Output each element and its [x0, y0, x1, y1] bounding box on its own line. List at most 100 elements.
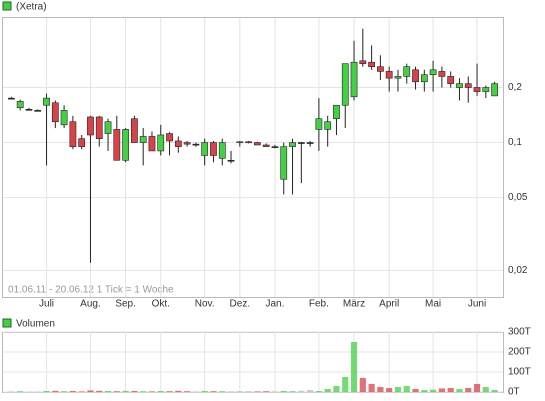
candle-body	[289, 142, 296, 147]
candle-body	[51, 102, 59, 123]
candle-body	[78, 138, 86, 147]
volume-bar	[96, 390, 103, 392]
candle-body	[420, 74, 428, 83]
y-tick-label: 300T	[508, 327, 531, 338]
volume-bar	[254, 391, 261, 392]
x-tick-label: Sep.	[115, 299, 136, 310]
candle-body	[359, 60, 367, 64]
volume-bar	[157, 391, 164, 392]
candle-body	[377, 66, 384, 72]
candle-body	[34, 110, 42, 112]
candle-body	[16, 101, 24, 109]
candle-body	[333, 104, 340, 120]
candle-body	[412, 69, 419, 83]
candle-body	[95, 116, 103, 139]
candle-body	[210, 142, 217, 156]
candle-body	[139, 136, 147, 143]
x-tick-label: Dez.	[230, 299, 251, 310]
candle-body	[306, 142, 314, 144]
volume-bar	[465, 388, 472, 392]
volume-bar	[482, 387, 489, 392]
volume-bar	[175, 390, 182, 392]
volume-bar	[491, 390, 498, 392]
candle-body	[148, 136, 156, 152]
volume-bar	[192, 391, 199, 392]
x-tick-label: Juli	[39, 299, 54, 310]
legend-swatch	[2, 1, 12, 11]
volume-bar	[166, 391, 173, 392]
candle-body	[218, 142, 226, 159]
candle-body	[473, 87, 481, 92]
candle-body	[324, 121, 332, 130]
volume-bar	[377, 387, 384, 392]
candle-body	[341, 63, 349, 106]
volume-bar	[324, 389, 331, 392]
volume-bar	[87, 390, 94, 392]
candle-body	[394, 76, 402, 79]
volume-bar	[104, 391, 112, 392]
candle-body	[438, 71, 446, 77]
y-tick-label: 100T	[508, 367, 531, 378]
volume-title: Volumen	[16, 319, 55, 330]
x-tick-label: Jan.	[266, 299, 285, 310]
candle-body	[25, 109, 33, 111]
volume-bar	[148, 391, 156, 392]
candle-body	[403, 66, 411, 77]
volume-bar	[447, 388, 454, 392]
volume-bar	[430, 389, 437, 392]
candle-body	[183, 142, 191, 145]
y-tick-label: 0,05	[508, 192, 528, 203]
volume-bar	[350, 342, 358, 392]
candle-body	[297, 142, 305, 144]
candle-body	[482, 87, 490, 92]
x-tick-label: Juni	[468, 299, 486, 310]
volume-bar	[473, 384, 481, 392]
candle-body	[60, 110, 68, 126]
period-note: 01.06.11 - 20.06.12 1 Tick = 1 Woche	[8, 285, 174, 296]
candle-body	[236, 141, 244, 144]
volume-bar	[184, 391, 191, 392]
x-tick-label: Okt.	[152, 299, 170, 310]
volume-bar	[43, 391, 50, 392]
volume-bar	[131, 391, 138, 392]
candle-body	[385, 71, 393, 79]
volume-bar	[219, 391, 226, 392]
volume-bar	[368, 384, 375, 392]
candle-body	[174, 140, 182, 147]
volume-bar	[438, 388, 445, 392]
volume-bar	[315, 391, 322, 392]
candle-body	[8, 97, 15, 100]
candle-body	[368, 61, 375, 67]
volume-bar	[280, 391, 287, 392]
volume-bar	[289, 391, 296, 392]
candle-body	[122, 129, 129, 161]
candle-body	[447, 76, 455, 84]
volume-frame	[2, 332, 504, 393]
volume-bar	[263, 391, 270, 392]
candle-body	[227, 159, 235, 162]
volume-bar	[78, 391, 85, 392]
candle-body	[245, 141, 252, 144]
volume-bar	[307, 390, 314, 392]
legend-swatch	[2, 318, 12, 328]
volume-bar	[122, 390, 129, 392]
candle-body	[280, 146, 288, 180]
volume-bar	[17, 391, 24, 392]
x-tick-label: März	[343, 299, 365, 310]
volume-bar	[421, 390, 428, 392]
volume-bar	[386, 388, 393, 392]
volume-bar	[52, 390, 59, 392]
candle-body	[315, 118, 323, 130]
y-tick-label: 0,02	[508, 265, 528, 276]
y-tick-label: 200T	[508, 347, 531, 358]
candle-body	[104, 121, 112, 134]
volume-bar	[456, 389, 463, 392]
volume-bar	[333, 386, 340, 392]
candle-body	[456, 83, 463, 88]
candle-body	[157, 134, 165, 152]
candle-body	[271, 146, 279, 148]
volume-bar	[140, 391, 147, 392]
candle-body	[166, 133, 173, 142]
candle-body	[262, 144, 270, 147]
